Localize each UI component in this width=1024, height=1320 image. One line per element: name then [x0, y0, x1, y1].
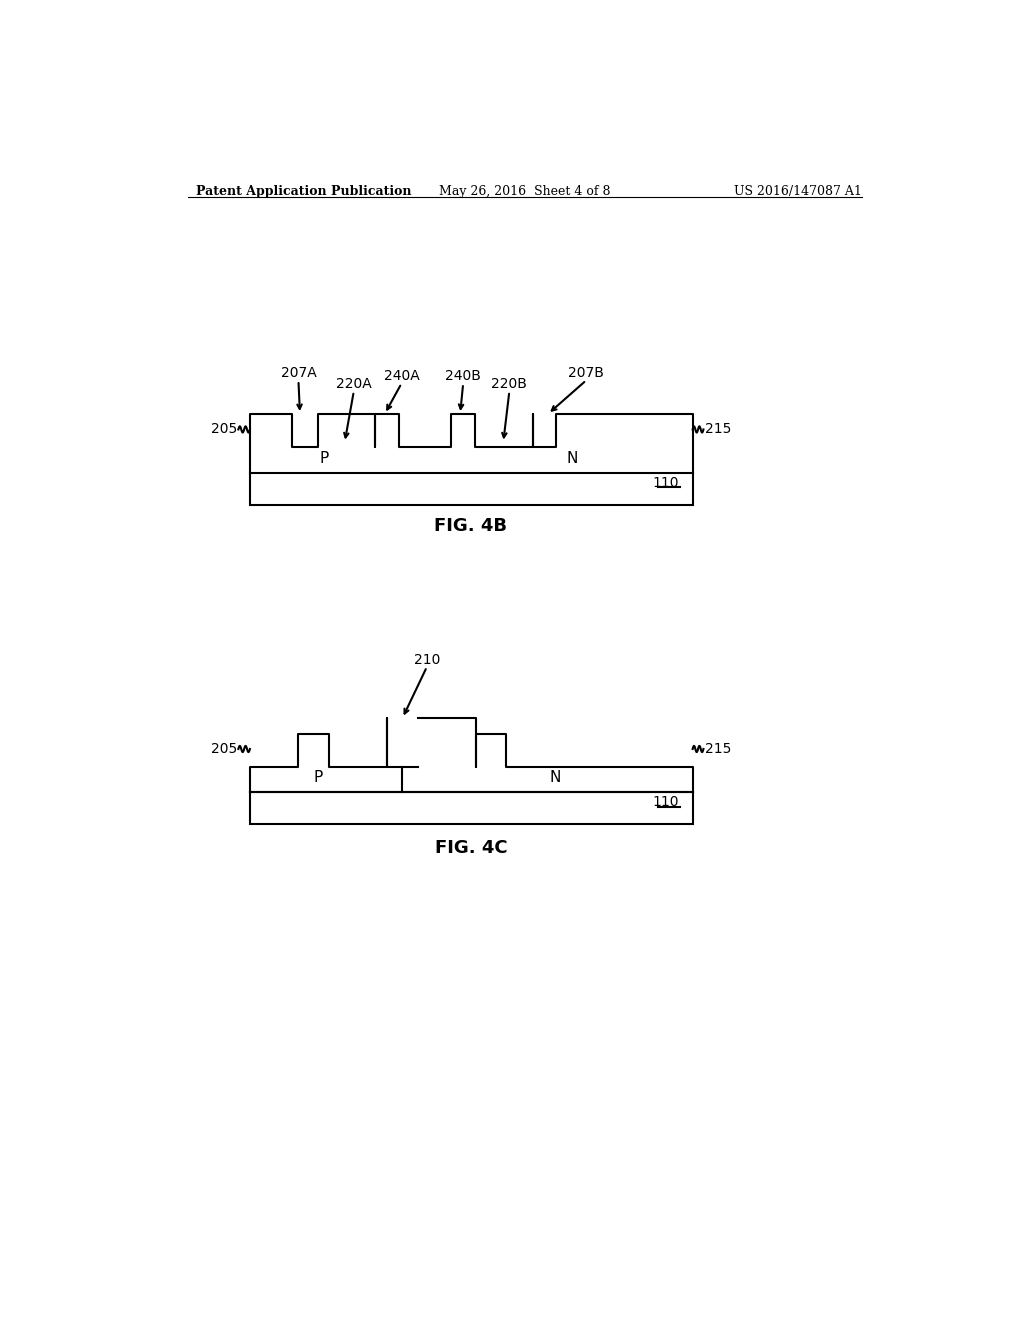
Text: US 2016/147087 A1: US 2016/147087 A1 [734, 185, 862, 198]
Text: N: N [550, 771, 561, 785]
Text: FIG. 4C: FIG. 4C [434, 838, 507, 857]
Text: P: P [319, 451, 329, 466]
Text: 110: 110 [652, 795, 679, 809]
Text: 205: 205 [211, 742, 237, 756]
Text: 220B: 220B [492, 378, 527, 391]
Text: 207A: 207A [281, 366, 316, 380]
Text: 220A: 220A [336, 378, 372, 391]
Text: 210: 210 [414, 652, 440, 667]
Text: 110: 110 [652, 475, 679, 490]
Text: 215: 215 [705, 422, 731, 437]
Text: 240B: 240B [445, 370, 481, 383]
Text: 207B: 207B [568, 366, 604, 380]
Text: 215: 215 [705, 742, 731, 756]
Text: P: P [313, 771, 323, 785]
Text: FIG. 4B: FIG. 4B [434, 516, 508, 535]
Text: 205: 205 [211, 422, 237, 437]
Text: 240A: 240A [384, 370, 420, 383]
Bar [250, 473, 692, 506]
Bar [250, 792, 692, 825]
Text: May 26, 2016  Sheet 4 of 8: May 26, 2016 Sheet 4 of 8 [439, 185, 610, 198]
Text: Patent Application Publication: Patent Application Publication [196, 185, 412, 198]
Text: N: N [566, 451, 578, 466]
